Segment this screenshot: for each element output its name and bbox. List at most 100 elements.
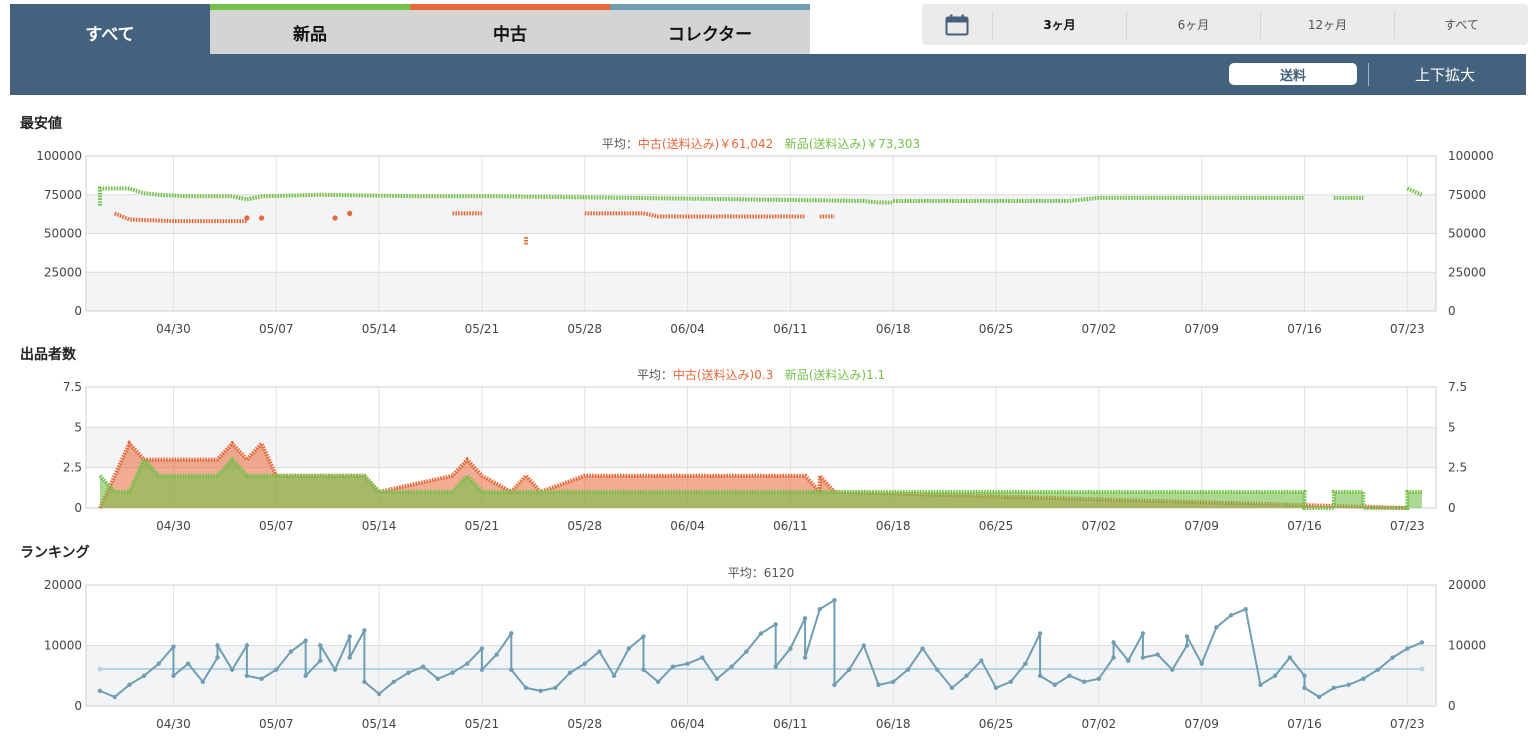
ranking-point — [626, 646, 631, 651]
ranking-point — [1346, 682, 1351, 688]
x-tick-label: 05/07 — [259, 519, 294, 533]
ranking-point — [230, 667, 235, 672]
ranking-point — [773, 664, 778, 669]
ranking-point — [1419, 640, 1425, 645]
ranking-point — [420, 664, 426, 669]
ranking-point — [979, 658, 984, 663]
plot-frame — [85, 155, 1437, 312]
ranking-point — [1170, 667, 1175, 672]
y-tick-label-right: 100000 — [1448, 149, 1494, 163]
series-0 — [97, 597, 1425, 700]
x-tick-label: 06/25 — [979, 519, 1014, 533]
ranking-point — [1096, 676, 1102, 681]
tab-all[interactable]: すべて — [10, 4, 210, 54]
ranking-point — [509, 667, 514, 672]
ranking-point — [905, 667, 911, 672]
ranking-point — [347, 634, 352, 639]
y-tick-label-right: 25000 — [1448, 265, 1486, 279]
seller-line — [98, 439, 1408, 510]
y-tick-label-left: 0 — [74, 501, 82, 515]
ranking-point — [1302, 685, 1307, 691]
range-3-months[interactable]: 3ヶ月 — [992, 10, 1126, 39]
ranking-point — [112, 694, 117, 700]
average-point — [97, 666, 103, 672]
ranking-point — [964, 673, 969, 678]
ranking-point — [773, 622, 778, 627]
ranking-chart-title: ランキング — [20, 545, 90, 561]
ranking-point — [993, 685, 999, 691]
sellers-average-new: 新品(送料込み)1.1 — [784, 368, 886, 382]
price-chart-title: 最安値 — [20, 116, 62, 132]
ranking-point — [1008, 679, 1013, 684]
vertical-zoom-button[interactable]: 上下拡大 — [1414, 65, 1475, 84]
range-12-months[interactable]: 12ヶ月 — [1260, 10, 1394, 39]
y-tick-label-right: 10000 — [1448, 639, 1486, 653]
x-tick-label: 06/18 — [876, 322, 911, 336]
average-point — [1419, 666, 1425, 672]
price-series-line — [584, 211, 806, 219]
tab-used[interactable]: 中古 — [410, 4, 610, 54]
ranking-point — [802, 655, 808, 660]
ranking-point — [523, 685, 529, 691]
ranking-point — [1140, 631, 1146, 636]
x-tick-label: 05/14 — [362, 322, 397, 336]
ranking-point — [567, 670, 573, 675]
y-tick-label-right: 75000 — [1448, 188, 1486, 202]
ranking-point — [274, 667, 279, 672]
x-tick-label: 05/28 — [567, 717, 602, 731]
ranking-point — [303, 673, 308, 678]
ranking-point — [1184, 634, 1190, 639]
ranking-point — [891, 679, 896, 684]
ranking-point — [1037, 631, 1043, 636]
ranking-point — [802, 616, 808, 621]
plot-band — [86, 427, 1436, 468]
ranking-point — [1302, 673, 1307, 678]
range-selector: 3ヶ月 6ヶ月 12ヶ月 すべて — [922, 4, 1528, 45]
ranking-average: 平均：6120 — [727, 566, 795, 580]
chart-2: 0 0 10000 10000 20000 20000 04/30 05/07 05/14 05/… — [44, 578, 1486, 731]
shipping-toggle[interactable]: 送料 — [1229, 63, 1357, 85]
ranking-point — [758, 631, 764, 636]
condition-tabs: すべて 新品 中古 コレクター — [10, 4, 810, 54]
ranking-point — [1287, 655, 1293, 660]
calendar-icon[interactable] — [922, 4, 992, 45]
ranking-point — [1037, 673, 1043, 678]
ranking-point — [1258, 682, 1263, 688]
price-point — [258, 215, 265, 221]
ranking-point — [744, 649, 749, 654]
ranking-point — [1199, 661, 1204, 666]
x-tick-label: 06/04 — [670, 717, 705, 731]
ranking-point — [1405, 646, 1410, 651]
y-tick-label-left: 5 — [74, 420, 82, 434]
plot-band — [86, 387, 1436, 428]
ranking-point — [479, 646, 485, 651]
x-tick-label: 07/23 — [1390, 717, 1425, 731]
ranking-point — [832, 682, 837, 688]
range-all[interactable]: すべて — [1394, 10, 1528, 39]
ranking-point — [509, 631, 514, 636]
tab-collector[interactable]: コレクター — [610, 4, 810, 54]
y-tick-label-left: 0 — [74, 304, 82, 318]
ranking-point — [861, 643, 867, 648]
tab-new[interactable]: 新品 — [210, 4, 410, 54]
ranking-point — [391, 679, 396, 684]
ranking-point — [318, 643, 323, 648]
ranking-point — [1184, 643, 1190, 648]
seller-area — [100, 459, 1422, 508]
ranking-point — [362, 628, 367, 633]
y-tick-label-right: 0 — [1448, 501, 1456, 515]
x-tick-label: 04/30 — [156, 519, 191, 533]
ranking-point — [406, 670, 411, 675]
x-tick-label: 05/21 — [465, 322, 500, 336]
chart-toolbar: 送料 上下拡大 — [10, 54, 1526, 95]
y-tick-label-right: 5 — [1448, 420, 1456, 434]
ranking-point — [494, 652, 499, 657]
ranking-point — [171, 673, 176, 678]
range-6-months[interactable]: 6ヶ月 — [1126, 10, 1260, 39]
ranking-point — [553, 685, 558, 691]
y-tick-label-right: 0 — [1448, 699, 1456, 713]
ranking-point — [655, 679, 661, 684]
y-tick-label-left: 25000 — [44, 265, 82, 279]
ranking-point — [215, 655, 220, 660]
